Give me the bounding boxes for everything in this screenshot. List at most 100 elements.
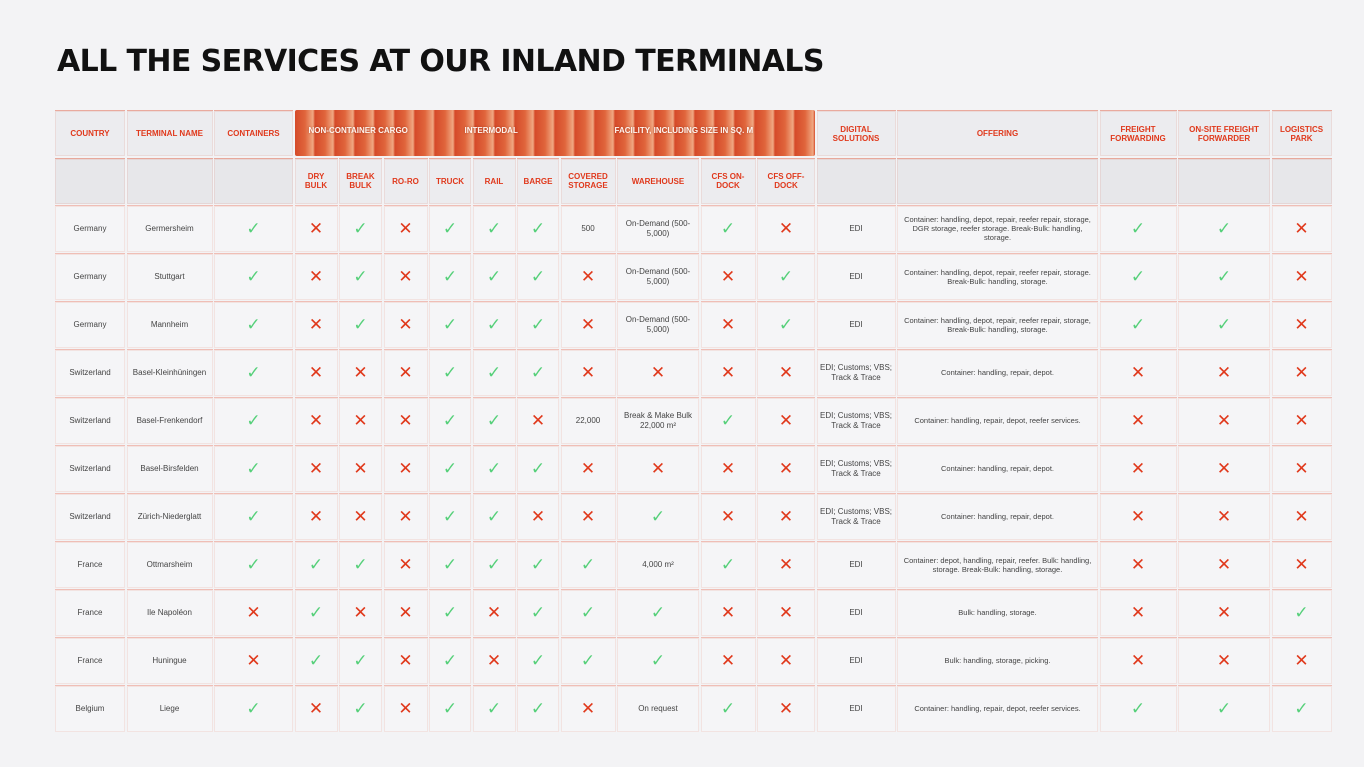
cross-icon: ✕ <box>1130 507 1146 527</box>
cross-icon: ✕ <box>398 363 413 383</box>
cell-text: Container: handling, repair, depot. <box>941 464 1054 474</box>
table-cell-warehouse: ✕ <box>617 445 699 492</box>
table-cell-terminal: Ile Napoléon <box>126 589 213 636</box>
cross-icon: ✕ <box>580 267 596 287</box>
table-cell-covered-storage: ✕ <box>560 445 616 492</box>
checkmark-icon: ✓ <box>530 459 546 479</box>
cell-text: Switzerland <box>69 416 111 425</box>
cell-text: EDI; Customs; VBS; Track & Trace <box>819 363 893 382</box>
header-blank <box>816 157 896 204</box>
checkmark-icon: ✓ <box>530 315 546 335</box>
cell-text: Belgium <box>75 704 105 713</box>
checkmark-icon: ✓ <box>442 459 458 479</box>
cell-text: Container: handling, depot, repair, reef… <box>904 215 1091 243</box>
cross-icon: ✕ <box>1216 555 1232 575</box>
table-cell-logistics-park: ✕ <box>1271 637 1332 684</box>
table-cell-containers: ✓ <box>214 541 293 588</box>
table-cell-onsite-forwarder: ✓ <box>1178 253 1270 300</box>
cross-icon: ✕ <box>398 555 413 575</box>
table-cell-cfs-off-dock: ✕ <box>757 397 815 444</box>
table-cell-rail: ✕ <box>472 637 516 684</box>
checkmark-icon: ✓ <box>1216 267 1232 287</box>
cell-text: EDI <box>849 272 863 281</box>
table-cell-ro-ro: ✕ <box>383 685 428 732</box>
table-cell-barge: ✓ <box>517 301 559 348</box>
table-cell-dry-bulk: ✓ <box>294 589 338 636</box>
table-cell-cfs-off-dock: ✓ <box>757 253 815 300</box>
cross-icon: ✕ <box>246 651 261 671</box>
checkmark-icon: ✓ <box>486 315 502 335</box>
table-cell-cfs-off-dock: ✕ <box>757 637 815 684</box>
cross-icon: ✕ <box>1216 507 1232 527</box>
table-cell-terminal: Basel-Frenkendorf <box>126 397 213 444</box>
cell-text: 4,000 m² <box>642 560 674 569</box>
table-cell-freight-forwarding: ✕ <box>1099 589 1177 636</box>
cross-icon: ✕ <box>398 219 413 239</box>
checkmark-icon: ✓ <box>1216 699 1232 719</box>
table-cell-rail: ✕ <box>472 589 516 636</box>
cross-icon: ✕ <box>246 603 261 623</box>
table-cell-rail: ✓ <box>472 205 516 252</box>
table-cell-digital: EDI <box>816 685 896 732</box>
cell-text: On-Demand (500-5,000) <box>625 267 691 286</box>
cell-text: Container: handling, depot, repair, reef… <box>904 267 1091 286</box>
table-cell-truck: ✓ <box>429 445 471 492</box>
table-cell-logistics-park: ✓ <box>1271 589 1332 636</box>
cell-text: On-Demand (500-5,000) <box>625 315 691 334</box>
table-cell-cfs-off-dock: ✕ <box>757 445 815 492</box>
table-cell-freight-forwarding: ✕ <box>1099 637 1177 684</box>
cell-text: EDI; Customs; VBS; Track & Trace <box>819 507 893 526</box>
table-cell-barge: ✓ <box>517 445 559 492</box>
cross-icon: ✕ <box>720 651 736 671</box>
checkmark-icon: ✓ <box>246 363 261 383</box>
table-cell-barge: ✓ <box>517 541 559 588</box>
checkmark-icon: ✓ <box>442 699 458 719</box>
checkmark-icon: ✓ <box>530 555 546 575</box>
table-cell-freight-forwarding: ✓ <box>1099 205 1177 252</box>
checkmark-icon: ✓ <box>442 555 458 575</box>
checkmark-icon: ✓ <box>1130 267 1146 287</box>
table-cell-digital: EDI; Customs; VBS; Track & Trace <box>816 445 896 492</box>
table-cell-country: France <box>55 541 125 588</box>
checkmark-icon: ✓ <box>650 507 666 527</box>
checkmark-icon: ✓ <box>530 603 546 623</box>
table-cell-onsite-forwarder: ✓ <box>1178 685 1270 732</box>
table-cell-covered-storage: ✕ <box>560 349 616 396</box>
cross-icon: ✕ <box>308 267 324 287</box>
checkmark-icon: ✓ <box>1216 315 1232 335</box>
cross-icon: ✕ <box>1130 411 1146 431</box>
header-containers: CONTAINERS <box>214 110 293 156</box>
table-cell-logistics-park: ✕ <box>1271 541 1332 588</box>
table-cell-country: Switzerland <box>55 493 125 540</box>
cross-icon: ✕ <box>778 651 794 671</box>
cell-text: Germersheim <box>145 224 194 233</box>
table-cell-break-bulk: ✓ <box>339 301 382 348</box>
cell-text: Container: handling, depot, repair, reef… <box>904 315 1091 334</box>
cell-text: Switzerland <box>69 464 111 473</box>
table-cell-onsite-forwarder: ✓ <box>1178 205 1270 252</box>
table-cell-break-bulk: ✓ <box>339 637 382 684</box>
table-cell-containers: ✓ <box>214 301 293 348</box>
checkmark-icon: ✓ <box>580 603 596 623</box>
checkmark-icon: ✓ <box>486 507 502 527</box>
table-cell-truck: ✓ <box>429 685 471 732</box>
table-cell-truck: ✓ <box>429 253 471 300</box>
cross-icon: ✕ <box>308 363 324 383</box>
table-cell-digital: EDI; Customs; VBS; Track & Trace <box>816 397 896 444</box>
table-cell-cfs-on-dock: ✓ <box>700 205 756 252</box>
checkmark-icon: ✓ <box>650 651 666 671</box>
cross-icon: ✕ <box>1130 603 1146 623</box>
table-cell-terminal: Stuttgart <box>126 253 213 300</box>
checkmark-icon: ✓ <box>1130 699 1146 719</box>
table-cell-covered-storage: ✕ <box>560 253 616 300</box>
table-cell-logistics-park: ✕ <box>1271 205 1332 252</box>
checkmark-icon: ✓ <box>530 363 546 383</box>
table-cell-containers: ✓ <box>214 493 293 540</box>
table-cell-country: Switzerland <box>55 349 125 396</box>
table-cell-warehouse: On-Demand (500-5,000) <box>617 205 699 252</box>
table-cell-dry-bulk: ✕ <box>294 445 338 492</box>
cell-text: Break & Make Bulk 22,000 m² <box>623 411 693 430</box>
checkmark-icon: ✓ <box>353 219 368 239</box>
checkmark-icon: ✓ <box>1216 219 1232 239</box>
cell-text: Huningue <box>152 656 187 665</box>
